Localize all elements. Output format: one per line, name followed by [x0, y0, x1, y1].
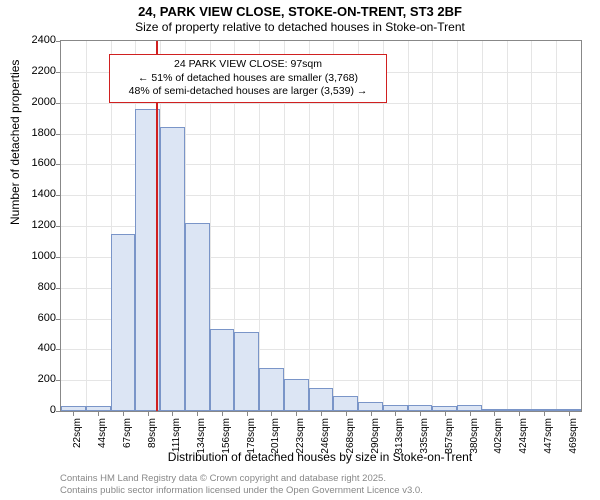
x-tick [420, 411, 421, 416]
x-tick-label: 44sqm [97, 418, 108, 458]
x-tick-label: 424sqm [518, 418, 529, 458]
chart-subtitle: Size of property relative to detached ho… [0, 20, 600, 34]
x-tick-label: 178sqm [246, 418, 257, 458]
y-tick [56, 257, 61, 258]
y-tick-label: 2400 [16, 34, 56, 46]
x-tick-label: 447sqm [543, 418, 554, 458]
annotation-line: 24 PARK VIEW CLOSE: 97sqm [116, 58, 380, 72]
credit-line-2: Contains public sector information licen… [60, 485, 423, 496]
histogram-bar [309, 388, 334, 411]
x-tick-label: 313sqm [394, 418, 405, 458]
x-tick-label: 156sqm [221, 418, 232, 458]
y-tick [56, 103, 61, 104]
y-tick [56, 319, 61, 320]
x-tick [172, 411, 173, 416]
credit-line-1: Contains HM Land Registry data © Crown c… [60, 473, 423, 484]
plot-area: 24 PARK VIEW CLOSE: 97sqm← 51% of detach… [60, 40, 582, 412]
y-tick-label: 1200 [16, 219, 56, 231]
y-tick-label: 1600 [16, 157, 56, 169]
y-axis-label: Number of detached properties [8, 60, 22, 225]
x-tick [519, 411, 520, 416]
x-tick-label: 357sqm [444, 418, 455, 458]
grid-line [482, 41, 483, 411]
x-tick [247, 411, 248, 416]
x-tick-label: 89sqm [147, 418, 158, 458]
histogram-bar [284, 379, 309, 411]
y-tick-label: 200 [16, 373, 56, 385]
x-tick-label: 469sqm [568, 418, 579, 458]
y-tick-label: 1800 [16, 127, 56, 139]
x-tick [494, 411, 495, 416]
x-tick-label: 111sqm [171, 418, 182, 458]
annotation-line: ← 51% of detached houses are smaller (3,… [116, 72, 380, 86]
x-tick-label: 402sqm [493, 418, 504, 458]
x-tick-label: 67sqm [122, 418, 133, 458]
y-tick [56, 288, 61, 289]
grid-line [408, 41, 409, 411]
histogram-bar [185, 223, 210, 411]
annotation-line: 48% of semi-detached houses are larger (… [116, 85, 380, 99]
x-tick-label: 268sqm [345, 418, 356, 458]
grid-line [86, 41, 87, 411]
x-tick-label: 246sqm [320, 418, 331, 458]
x-tick [321, 411, 322, 416]
grid-line [556, 41, 557, 411]
x-tick-label: 380sqm [469, 418, 480, 458]
chart-container: 24, PARK VIEW CLOSE, STOKE-ON-TRENT, ST3… [0, 0, 600, 500]
x-tick [197, 411, 198, 416]
y-tick-label: 400 [16, 342, 56, 354]
x-tick-label: 201sqm [270, 418, 281, 458]
x-tick [222, 411, 223, 416]
x-tick-label: 290sqm [370, 418, 381, 458]
y-tick [56, 164, 61, 165]
y-tick-label: 1400 [16, 188, 56, 200]
y-tick-label: 2000 [16, 96, 56, 108]
x-tick [395, 411, 396, 416]
y-tick [56, 195, 61, 196]
x-tick [569, 411, 570, 416]
x-tick [346, 411, 347, 416]
y-tick [56, 41, 61, 42]
x-tick-label: 335sqm [419, 418, 430, 458]
x-tick [271, 411, 272, 416]
x-tick [148, 411, 149, 416]
y-tick-label: 0 [16, 404, 56, 416]
histogram-bar [234, 332, 259, 411]
x-tick [73, 411, 74, 416]
y-tick [56, 349, 61, 350]
y-tick-label: 600 [16, 312, 56, 324]
y-tick-label: 800 [16, 281, 56, 293]
x-tick [98, 411, 99, 416]
histogram-bar [358, 402, 383, 411]
x-tick-label: 223sqm [295, 418, 306, 458]
x-tick [123, 411, 124, 416]
grid-line [432, 41, 433, 411]
histogram-bar [333, 396, 358, 411]
histogram-bar [210, 329, 235, 411]
grid-line [457, 41, 458, 411]
histogram-bar [160, 127, 185, 411]
y-tick-label: 2200 [16, 65, 56, 77]
x-tick [296, 411, 297, 416]
annotation-box: 24 PARK VIEW CLOSE: 97sqm← 51% of detach… [109, 54, 387, 103]
x-tick [371, 411, 372, 416]
y-tick-label: 1000 [16, 250, 56, 262]
credit-text: Contains HM Land Registry data © Crown c… [60, 473, 423, 496]
histogram-bar [259, 368, 284, 411]
y-tick [56, 226, 61, 227]
grid-line [507, 41, 508, 411]
x-tick-label: 134sqm [196, 418, 207, 458]
x-tick [470, 411, 471, 416]
histogram-bar [111, 234, 136, 411]
y-tick [56, 134, 61, 135]
y-tick [56, 380, 61, 381]
y-tick [56, 72, 61, 73]
y-tick [56, 411, 61, 412]
grid-line [531, 41, 532, 411]
x-tick [445, 411, 446, 416]
x-tick-label: 22sqm [72, 418, 83, 458]
chart-title: 24, PARK VIEW CLOSE, STOKE-ON-TRENT, ST3… [0, 4, 600, 19]
x-tick [544, 411, 545, 416]
